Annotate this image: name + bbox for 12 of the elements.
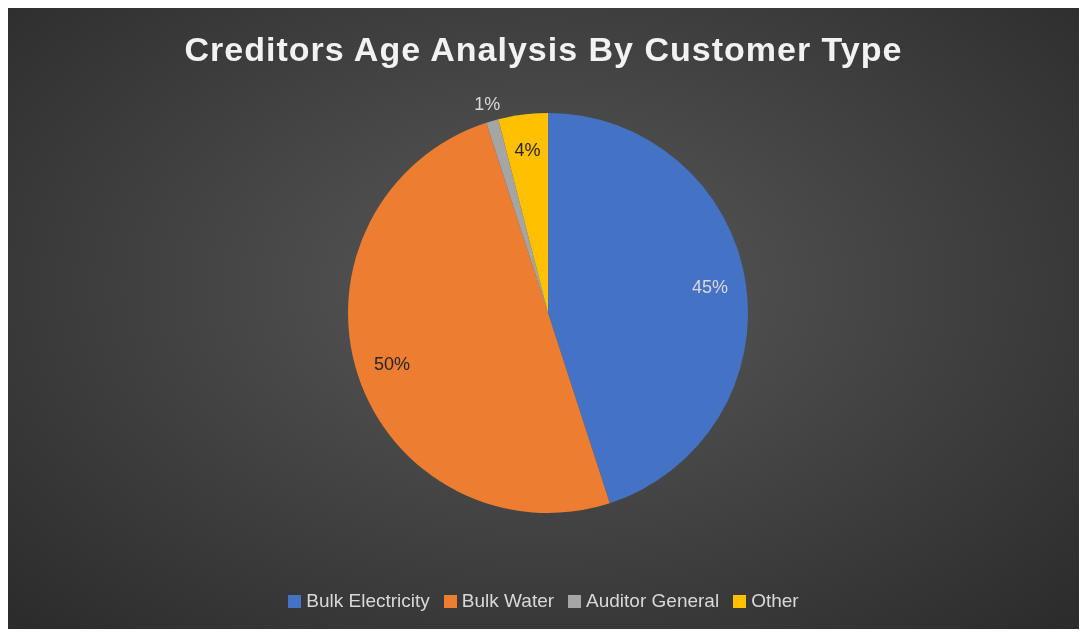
data-label: 45%	[691, 277, 728, 298]
data-label: 1%	[474, 93, 501, 114]
data-label: 50%	[374, 353, 411, 374]
legend-label: Bulk Water	[460, 590, 555, 612]
pie-slice	[548, 113, 748, 504]
chart-title: Creditors Age Analysis By Customer Type	[183, 30, 904, 69]
data-label: 4%	[514, 140, 541, 161]
pie-slice	[348, 122, 610, 513]
legend-label: Bulk Electricity	[305, 590, 430, 612]
legend-label: Other	[750, 590, 799, 612]
pie-slice	[498, 113, 548, 313]
legend-label: Auditor General	[585, 590, 720, 612]
